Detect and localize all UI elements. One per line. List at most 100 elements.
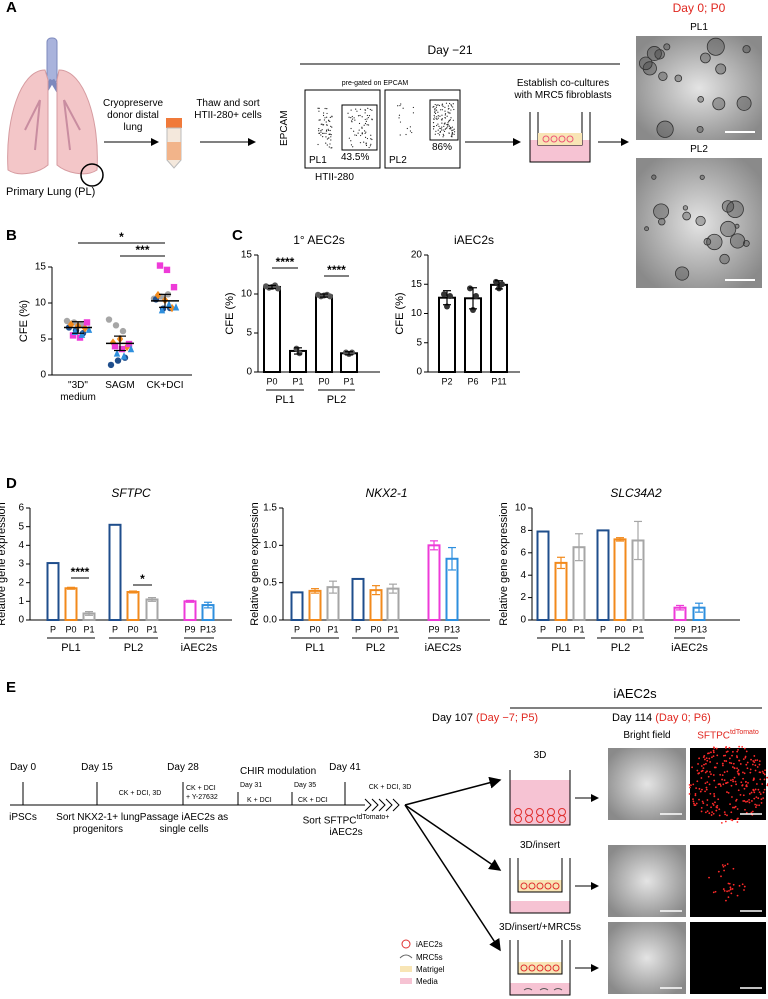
y-tick-label: 0 (520, 615, 526, 626)
red-cell (731, 754, 733, 757)
red-cell (702, 756, 705, 759)
facs-dot (361, 132, 363, 134)
transwell (529, 112, 591, 163)
cell (552, 964, 560, 972)
facs-dot (358, 122, 361, 125)
red-cell (700, 777, 703, 779)
red-cell (739, 793, 742, 796)
x-tick-label: P13 (444, 624, 460, 634)
significance-label: **** (276, 255, 295, 269)
red-cell (758, 763, 761, 766)
organoid (639, 56, 653, 71)
facs-dot (448, 125, 451, 127)
facs-dot (354, 134, 356, 136)
red-cell (716, 754, 719, 757)
red-cell (751, 800, 753, 802)
facs-dot (325, 129, 328, 131)
red-cell (711, 811, 714, 813)
red-cell (717, 783, 720, 786)
x-tick-label: P0 (555, 624, 566, 634)
red-cell (714, 890, 717, 893)
organoid (697, 96, 704, 103)
facs-dot (437, 104, 439, 106)
group-label: iAEC2s (671, 642, 708, 654)
facs-dot (450, 104, 452, 106)
facs-dot (441, 126, 443, 128)
red-cell (732, 883, 735, 886)
organoid (644, 226, 649, 232)
red-cell (717, 870, 720, 873)
red-cell (721, 774, 724, 777)
x-tick-label: P (355, 624, 361, 634)
significance-label: **** (327, 263, 346, 277)
point (127, 344, 135, 353)
facs-dot (450, 128, 452, 130)
cell (514, 808, 522, 816)
red-cell (692, 798, 694, 801)
y-tick-label: 5 (246, 328, 252, 339)
facs-dot (357, 115, 360, 117)
facs-dot (364, 109, 366, 111)
timeline-ticks (22, 782, 346, 805)
point (165, 300, 173, 308)
facs-dot (432, 122, 435, 124)
red-cell (758, 771, 761, 774)
red-cell (705, 788, 708, 791)
point (275, 285, 281, 292)
y-tick-label: 5 (416, 337, 422, 348)
red-cell (737, 769, 740, 771)
group-label: PL1 (275, 394, 295, 406)
gate (341, 104, 378, 151)
facs-dot (441, 122, 443, 124)
red-cell (725, 745, 728, 748)
red-cell (732, 806, 734, 809)
red-cell (731, 778, 734, 781)
facs-dot (450, 127, 452, 129)
red-cell (700, 806, 703, 809)
red-cell (698, 787, 701, 790)
red-cell (695, 787, 698, 790)
red-cell (712, 891, 715, 894)
facs-dot (325, 132, 327, 134)
facs-dot (435, 109, 438, 111)
red-cell (712, 755, 715, 758)
red-cell (742, 777, 744, 780)
facs-dot (318, 132, 320, 135)
red-cell (727, 791, 730, 794)
facs-dot (326, 124, 328, 126)
red-cell (725, 899, 727, 902)
red-cell (729, 803, 731, 806)
facs-dot (365, 143, 367, 145)
facs-dot (324, 107, 326, 110)
facs-dot (351, 115, 353, 118)
facs-dot (369, 108, 371, 111)
red-cell (730, 811, 733, 814)
facs-dot (439, 115, 441, 117)
red-cell (745, 800, 747, 803)
facs-dot (329, 143, 331, 145)
facs-dot (325, 121, 327, 123)
facs-dot (447, 123, 449, 126)
facs-dot (405, 133, 407, 136)
bar (490, 283, 508, 373)
facs-dot (365, 120, 367, 123)
facs-dot (330, 136, 332, 138)
y-tick-label: 10 (515, 503, 527, 514)
y-tick-label: 0 (18, 615, 24, 626)
facs-dot (364, 132, 366, 135)
significance-label: * (140, 572, 145, 586)
facs-dot (325, 136, 327, 138)
red-cell (691, 766, 693, 769)
red-cell (750, 758, 752, 761)
facs-dot (360, 134, 362, 137)
facs-dot (317, 107, 319, 109)
x-tick-label: P2 (441, 376, 452, 386)
facs-dot (326, 144, 328, 146)
facs-dot (353, 130, 355, 132)
facs-dot (434, 103, 436, 106)
facs-dot (320, 134, 322, 136)
facs-dot (441, 109, 443, 111)
facs-dot (326, 116, 328, 118)
red-cell (759, 793, 762, 795)
facs-dot (447, 111, 449, 113)
